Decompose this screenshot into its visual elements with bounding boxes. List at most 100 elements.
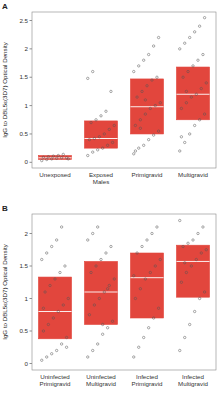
- label-line: Primigravid: [132, 380, 164, 387]
- point: [57, 154, 59, 156]
- point: [180, 136, 182, 138]
- point: [50, 353, 52, 355]
- point: [179, 150, 181, 152]
- point: [87, 239, 89, 241]
- point: [190, 265, 192, 267]
- point: [136, 252, 138, 254]
- x-tick-label: Primigravid: [132, 171, 164, 178]
- point: [188, 323, 190, 325]
- point: [41, 258, 43, 260]
- point: [185, 90, 187, 92]
- point: [60, 157, 62, 159]
- point: [103, 133, 105, 135]
- point: [141, 90, 143, 92]
- point: [139, 119, 141, 121]
- point: [67, 297, 69, 299]
- point: [154, 265, 156, 267]
- y-tick: [30, 363, 33, 364]
- point: [151, 79, 153, 81]
- point: [59, 271, 61, 273]
- point: [184, 141, 186, 143]
- point: [159, 102, 161, 104]
- x-tick-label: Multigravid: [178, 171, 208, 178]
- point: [179, 48, 181, 50]
- point: [195, 258, 197, 260]
- point: [195, 93, 197, 95]
- figure: AIgG to DBL5ε(3D7) Optical Density00.511…: [0, 0, 220, 400]
- point: [88, 314, 90, 316]
- point: [193, 31, 195, 33]
- point: [139, 288, 141, 290]
- point: [185, 271, 187, 273]
- y-tick-label: 1: [25, 295, 29, 302]
- point: [149, 107, 151, 109]
- point: [180, 107, 182, 109]
- point: [152, 317, 154, 319]
- point: [203, 113, 205, 115]
- point: [108, 284, 110, 286]
- point: [138, 65, 140, 67]
- panel-label: B: [2, 204, 8, 213]
- point: [98, 297, 100, 299]
- y-tick: [30, 133, 33, 134]
- point: [184, 336, 186, 338]
- point: [103, 291, 105, 293]
- point: [146, 85, 148, 87]
- point: [49, 284, 51, 286]
- point: [95, 119, 97, 121]
- point: [151, 232, 153, 234]
- point: [152, 45, 154, 47]
- y-tick: [30, 20, 33, 21]
- median: [38, 311, 71, 312]
- point: [93, 137, 95, 139]
- y-tick: [30, 105, 33, 106]
- box: [84, 121, 117, 148]
- point: [41, 359, 43, 361]
- point: [105, 252, 107, 254]
- point: [42, 156, 44, 158]
- y-tick-label: 1.5: [19, 73, 28, 80]
- point: [41, 159, 43, 161]
- point: [111, 320, 113, 322]
- point: [57, 310, 59, 312]
- y-tick-label: 1: [25, 102, 29, 109]
- point: [88, 138, 90, 140]
- median: [84, 292, 117, 293]
- point: [147, 138, 149, 140]
- point: [192, 65, 194, 67]
- label-line: Multigravid: [178, 380, 208, 387]
- label-line: Infected: [136, 373, 159, 380]
- point: [54, 278, 56, 280]
- point: [205, 249, 207, 251]
- point: [139, 127, 141, 129]
- point: [92, 151, 94, 153]
- point: [134, 297, 136, 299]
- point: [149, 271, 151, 273]
- point: [157, 130, 159, 132]
- point: [55, 157, 57, 159]
- point: [110, 90, 112, 92]
- point: [141, 245, 143, 247]
- point: [113, 278, 115, 280]
- x-tick-label: UninfectedPrimigravid: [40, 373, 72, 387]
- point: [133, 153, 135, 155]
- y-axis-title: IgG to DBL5ε(3D7) Optical Density: [1, 243, 8, 340]
- point: [42, 330, 44, 332]
- point: [93, 304, 95, 306]
- point: [202, 226, 204, 228]
- point: [203, 16, 205, 18]
- point: [146, 239, 148, 241]
- x-tick-label: UninfectedMultigravid: [86, 373, 116, 387]
- x-tick-label: ExposedMales: [89, 171, 114, 185]
- label-line: Males: [93, 178, 110, 185]
- point: [98, 136, 100, 138]
- point: [198, 25, 200, 27]
- point: [60, 343, 62, 345]
- y-tick: [30, 48, 33, 49]
- point: [106, 327, 108, 329]
- point: [190, 96, 192, 98]
- y-tick-label: 2: [25, 45, 29, 52]
- point: [187, 70, 189, 72]
- label-line: Primigravid: [40, 380, 72, 387]
- label-line: Uninfected: [86, 373, 116, 380]
